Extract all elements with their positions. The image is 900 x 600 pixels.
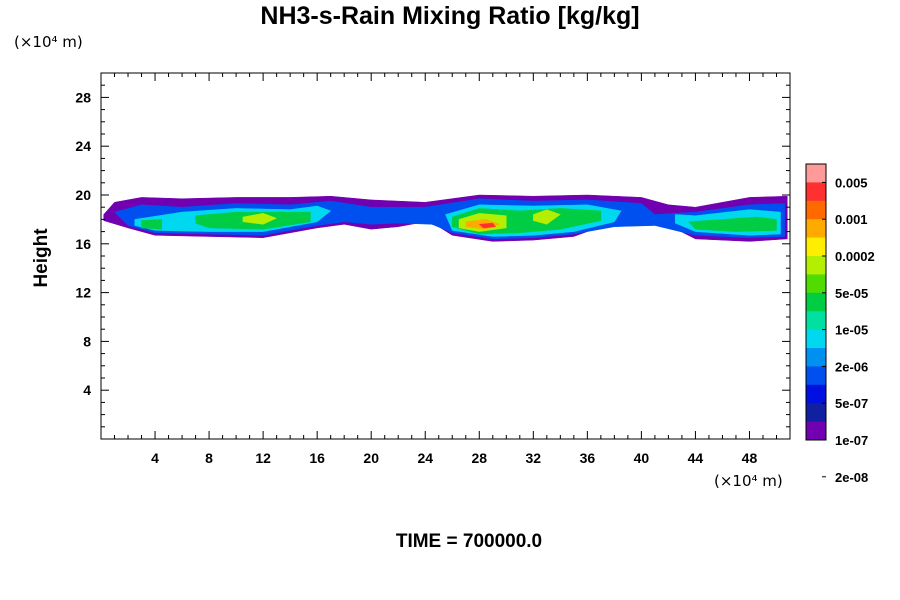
colorbar-label: 2e-08 xyxy=(835,470,868,485)
contour-yellow-center-2 xyxy=(533,209,561,225)
x-tick-label: 48 xyxy=(742,450,758,466)
colorbar: 0.005 0.001 0.0002 5e-05 1e-05 2e-06 5e-07 1e-0… xyxy=(805,163,875,485)
colorbar-frame xyxy=(805,163,827,441)
colorbar-swatch xyxy=(806,403,826,422)
colorbar-swatch xyxy=(806,421,826,441)
colorbar-label: 0.005 xyxy=(835,175,868,190)
y-tick-label: 24 xyxy=(75,138,91,154)
colorbar-label: 0.001 xyxy=(835,212,868,227)
colorbar-swatch xyxy=(806,311,826,330)
x-tick-label: 36 xyxy=(580,450,596,466)
colorbar-swatch xyxy=(806,348,826,367)
y-axis-unit: (×10⁴ m) xyxy=(14,33,83,51)
y-axis: 4 8 12 16 20 24 28 xyxy=(75,84,790,428)
plot-frame xyxy=(100,72,791,440)
y-tick-label: 16 xyxy=(75,236,91,252)
x-axis: 4 8 12 16 20 24 28 32 36 40 44 48 xyxy=(114,73,777,466)
x-tick-label: 24 xyxy=(417,450,433,466)
colorbar-swatch xyxy=(806,329,826,349)
colorbar-swatch xyxy=(806,237,826,257)
colorbar-swatch xyxy=(806,256,826,275)
colorbar-label: 1e-05 xyxy=(835,323,868,338)
contour-green-right xyxy=(688,216,777,232)
colorbar-swatch xyxy=(806,274,826,294)
x-tick-label: 8 xyxy=(205,450,213,466)
colorbar-label: 1e-07 xyxy=(835,433,868,448)
colorbar-swatch xyxy=(806,219,826,238)
x-tick-label: 20 xyxy=(363,450,379,466)
x-tick-label: 16 xyxy=(309,450,325,466)
colorbar-swatch xyxy=(806,292,826,312)
x-tick-label: 12 xyxy=(255,450,271,466)
y-tick-label: 20 xyxy=(75,187,91,203)
x-tick-label: 4 xyxy=(151,450,159,466)
x-tick-label: 32 xyxy=(526,450,542,466)
contour-yellow-mid-left xyxy=(242,213,278,225)
colorbar-swatch xyxy=(806,182,826,202)
colorbar-label: 0.0002 xyxy=(835,249,875,264)
colorbar-label: 2e-06 xyxy=(835,359,868,374)
x-tick-label: 40 xyxy=(634,450,650,466)
x-tick-label: 44 xyxy=(688,450,704,466)
colorbar-swatch xyxy=(806,164,826,183)
y-tick-label: 8 xyxy=(83,333,91,349)
y-tick-label: 4 xyxy=(83,382,91,398)
x-tick-label: 28 xyxy=(471,450,487,466)
colorbar-swatch xyxy=(806,366,826,386)
y-tick-label: 12 xyxy=(75,285,91,301)
y-tick-label: 28 xyxy=(75,89,91,105)
chart-title: NH3-s-Rain Mixing Ratio [kg/kg] xyxy=(260,2,640,30)
time-label: TIME = 700000.0 xyxy=(395,531,543,552)
colorbar-label: 5e-07 xyxy=(835,396,868,411)
colorbar-swatch xyxy=(806,200,826,220)
contour-bands xyxy=(103,194,788,242)
contour-red-center xyxy=(478,222,496,229)
colorbar-label: 5e-05 xyxy=(835,286,868,301)
colorbar-swatch xyxy=(806,384,826,404)
contour-green-left xyxy=(141,219,163,230)
x-axis-unit: (×10⁴ m) xyxy=(714,472,783,490)
